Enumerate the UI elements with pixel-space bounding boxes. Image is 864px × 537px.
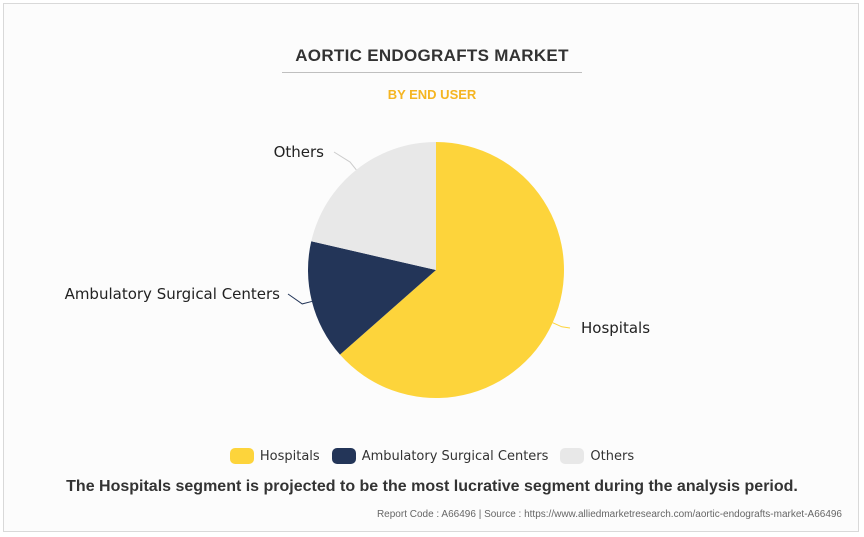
legend-swatch-hospitals [229,448,254,464]
leader-line-others [333,151,357,171]
chart-subtitle: BY END USER [387,87,477,102]
legend-item-ambulatory-surgical-centers[interactable]: Ambulatory Surgical Centers [331,448,549,464]
title-underline [282,72,582,73]
legend-swatch-ambulatory-surgical-centers [331,448,356,464]
slice-label-others: Others [274,143,325,161]
pie-slice-ambulatory-surgical-centers[interactable] [307,241,436,355]
slice-label-hospitals: Hospitals [581,319,650,337]
leader-line-ambulatory-surgical-centers [287,293,313,305]
leader-line-hospitals [552,322,571,329]
legend-swatch-others [560,448,585,464]
chart-title: AORTIC ENDOGRAFTS MARKET [295,46,569,65]
source-line: Report Code : A66496 | Source : https://… [376,509,842,520]
legend-label-ambulatory-surgical-centers: Ambulatory Surgical Centers [361,448,549,464]
chart-caption: The Hospitals segment is projected to be… [66,478,798,495]
legend-label-hospitals: Hospitals [259,448,320,464]
slice-label-ambulatory-surgical-centers: Ambulatory Surgical Centers [65,285,281,303]
pie-slice-hospitals[interactable] [339,142,564,398]
legend-item-hospitals[interactable]: Hospitals [229,448,320,464]
legend-item-others[interactable]: Others [560,448,634,464]
chart-legend: Hospitals Ambulatory Surgical Centers Ot… [0,448,864,464]
legend-label-others: Others [590,448,635,464]
pie-slice-others[interactable] [311,142,436,270]
